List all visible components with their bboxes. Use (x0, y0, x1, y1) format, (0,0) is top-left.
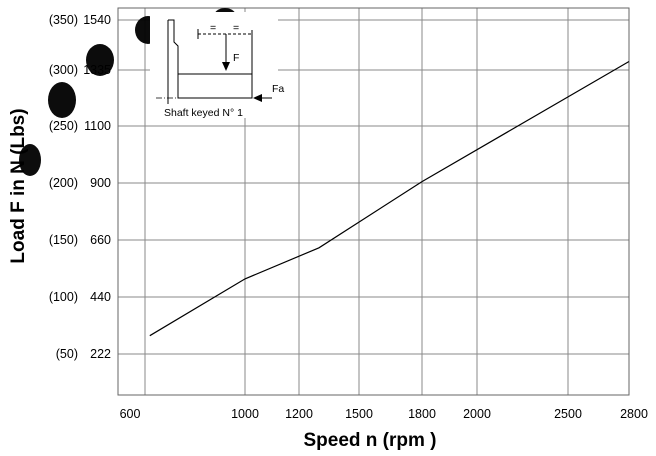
y-tick-label-newton: 900 (90, 176, 111, 190)
equal-mark: = (210, 22, 216, 34)
inset-caption: Shaft keyed N° 1 (164, 107, 243, 119)
x-tick-label: 1500 (345, 407, 373, 421)
axial-force-label: Fa (272, 83, 284, 95)
x-tick-label: 1800 (408, 407, 436, 421)
y-tick-label-newton: 1100 (84, 119, 111, 133)
y-tick-label-lbs: (50) (56, 347, 78, 361)
y-tick-label-newton: 440 (90, 290, 111, 304)
watermark-blob (19, 144, 41, 176)
x-tick-labels: 600 1000 1200 1500 1800 2000 2500 2800 (120, 407, 648, 421)
x-tick-label: 600 (120, 407, 141, 421)
y-tick-label-lbs: (150) (49, 233, 78, 247)
y-tick-labels: (50) 222 (100) 440 (150) 660 (200) 900 (250) 1100… (49, 13, 111, 361)
x-axis-title: Speed n (rpm ) (303, 430, 436, 451)
plot-frame (117, 7, 630, 396)
y-tick-label-lbs: (200) (49, 176, 78, 190)
radial-force-arrowhead (222, 62, 230, 71)
load-series-line (149, 60, 630, 337)
watermark-blob (86, 44, 114, 76)
x-tick-label: 1000 (231, 407, 259, 421)
inset-background (150, 12, 278, 118)
x-tick-label: 2500 (554, 407, 582, 421)
y-tick-label-newton: 1335 (83, 63, 111, 77)
grid-lines (118, 8, 629, 395)
x-tick-label: 1200 (285, 407, 313, 421)
series-lines (149, 60, 630, 337)
y-axis-title: Load F in N (Lbs) (8, 108, 29, 263)
equal-mark: = (233, 22, 239, 34)
shaft-housing-outline (167, 19, 179, 104)
y-tick-label-newton: 660 (90, 233, 111, 247)
watermark-blob (48, 82, 76, 118)
x-tick-label: 2800 (620, 407, 648, 421)
shaft-inset-diagram: = = F Fa Shaft keyed N° 1 (150, 12, 284, 119)
y-tick-label-lbs: (100) (49, 290, 78, 304)
y-tick-label-newton: 222 (90, 347, 111, 361)
y-tick-label-lbs: (350) (49, 13, 78, 27)
y-tick-label-newton: 1540 (83, 13, 111, 27)
radial-force-label: F (233, 52, 239, 64)
y-tick-label-lbs: (300) (49, 63, 78, 77)
x-tick-label: 2000 (463, 407, 491, 421)
y-tick-label-lbs: (250) (49, 119, 78, 133)
shaft-body (177, 73, 253, 99)
axial-force-arrowhead (253, 94, 262, 102)
